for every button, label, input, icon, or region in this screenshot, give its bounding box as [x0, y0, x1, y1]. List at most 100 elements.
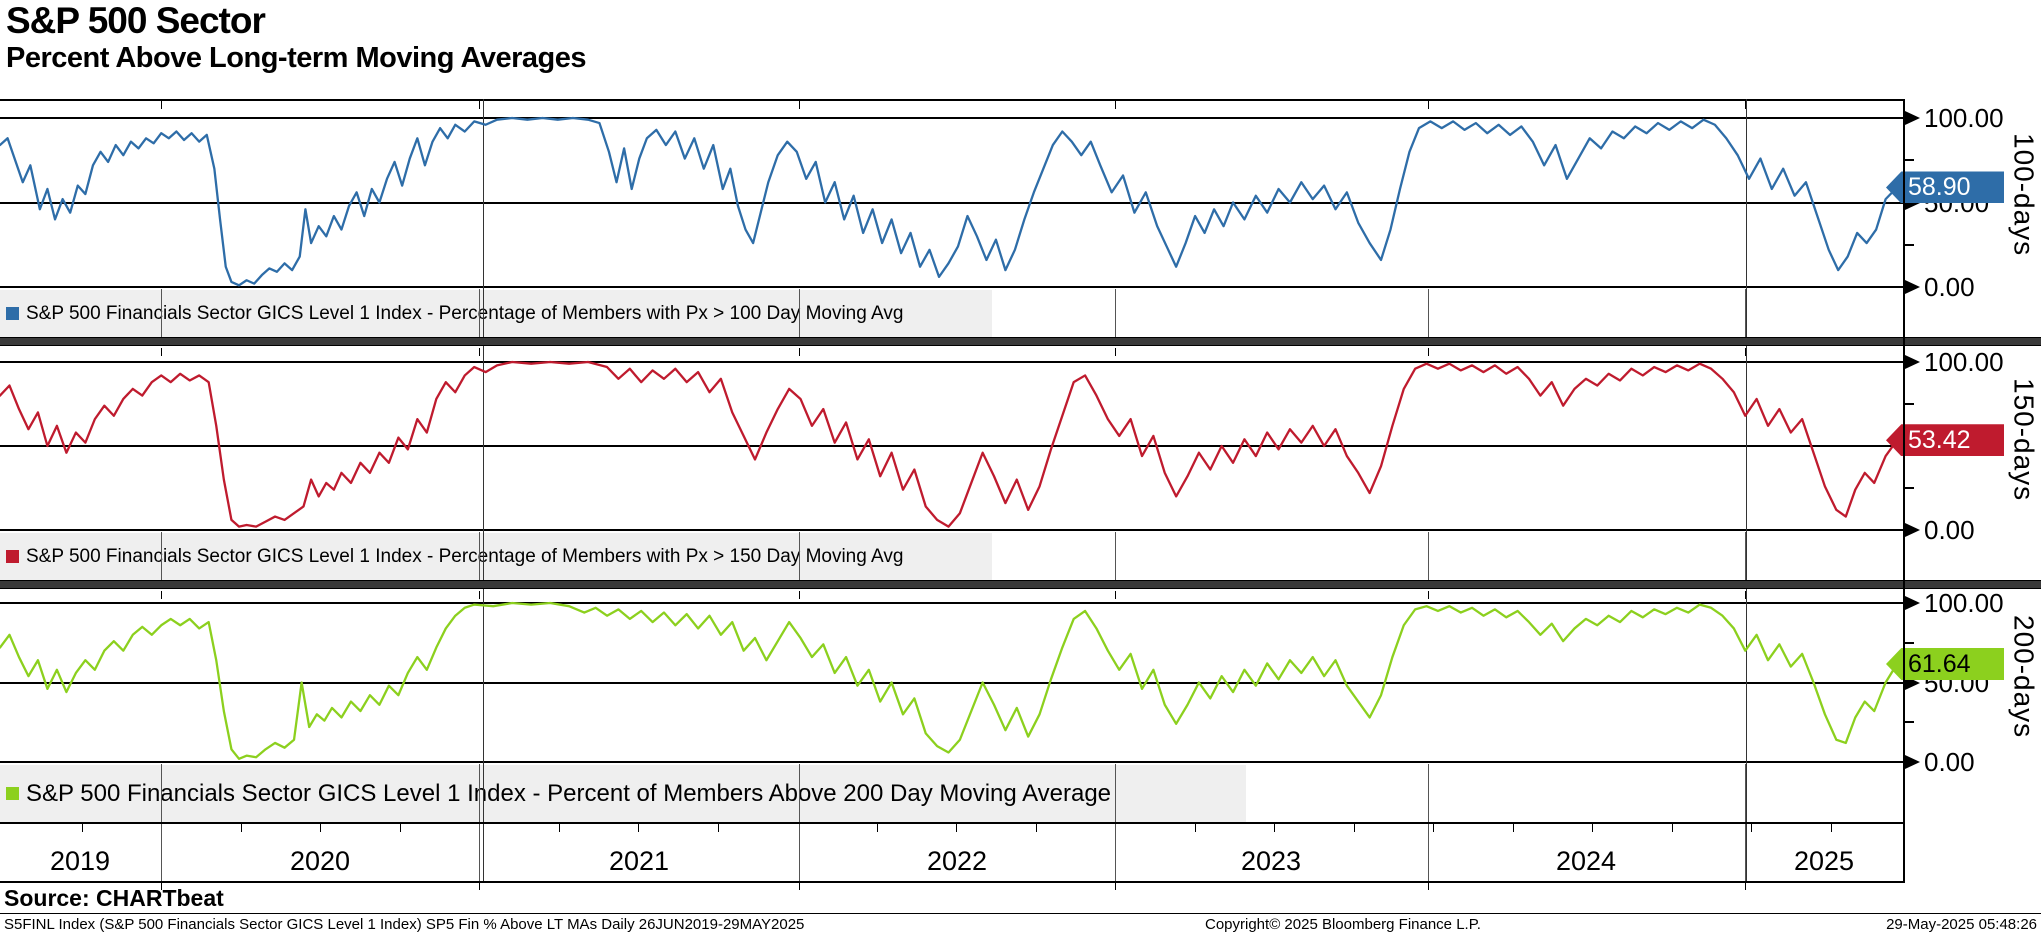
year-tick-below [1428, 883, 1429, 890]
year-tick-below [1745, 883, 1746, 890]
y-minor-tick [1905, 641, 1914, 644]
year-tick [1115, 101, 1116, 109]
quarter-tick [82, 824, 83, 832]
y-tick-label: 0.00 [1924, 515, 1975, 545]
quarter-tick [241, 824, 242, 832]
panel-plot-area-100-days[interactable] [0, 118, 1897, 287]
year-tick [1745, 591, 1746, 599]
y-minor-tick [1905, 243, 1914, 246]
y-tick-label: 0.00 [1924, 747, 1975, 777]
quarter-tick [956, 824, 957, 832]
year-gridline-axis [1745, 824, 1746, 881]
quarter-tick [1672, 824, 1673, 832]
year-gridline-legend [479, 532, 480, 580]
gridline-horizontal [0, 681, 1903, 684]
legend-label: S&P 500 Financials Sector GICS Level 1 I… [26, 302, 904, 324]
legend-marker-icon [6, 550, 19, 563]
year-gridline-legend [1115, 532, 1116, 580]
gridline-vertical [1746, 289, 1747, 337]
year-gridline-axis [161, 824, 162, 881]
y-minor-tick [1905, 159, 1914, 162]
year-tick [1115, 591, 1116, 599]
year-gridline-axis [479, 824, 480, 881]
gridline-vertical [1746, 589, 1747, 764]
panel-plot-area-200-days[interactable] [0, 603, 1897, 762]
legend-item-150-days[interactable]: S&P 500 Financials Sector GICS Level 1 I… [0, 533, 992, 580]
y-minor-tick [1905, 487, 1914, 489]
quarter-tick [718, 824, 719, 832]
series-line-200-days [0, 603, 1897, 759]
gridline-vertical [1746, 99, 1747, 289]
series-line-100-days [0, 118, 1897, 285]
footer-divider [0, 913, 2041, 914]
page-subtitle: Percent Above Long-term Moving Averages [6, 42, 586, 74]
gridline-horizontal [0, 201, 1903, 204]
gridline-vertical [1746, 824, 1747, 881]
gridline-horizontal [0, 761, 1903, 763]
year-gridline-legend [1428, 532, 1429, 580]
axis-title-150-days: 150-days [2008, 377, 2040, 502]
x-tick-label-2022: 2022 [926, 846, 988, 876]
year-gridline-legend [161, 532, 162, 580]
y-axis-arrow-icon [1905, 355, 1920, 369]
year-gridline-axis [799, 824, 800, 881]
x-tick-label-2024: 2024 [1555, 846, 1617, 876]
legend-label: S&P 500 Financials Sector GICS Level 1 I… [26, 779, 1112, 807]
legend-marker-icon [6, 307, 19, 320]
year-gridline-legend [1428, 289, 1429, 337]
y-tick-label: 100.00 [1924, 347, 2004, 377]
year-tick [1428, 348, 1429, 356]
gridline-vertical [483, 824, 484, 881]
year-gridline-axis [1428, 824, 1429, 881]
quarter-tick [1751, 824, 1752, 832]
year-tick-below [1115, 883, 1116, 890]
x-tick-label-2021: 2021 [608, 846, 670, 876]
y-tick-label: 100.00 [1924, 588, 2004, 618]
legend-item-100-days[interactable]: S&P 500 Financials Sector GICS Level 1 I… [0, 290, 992, 337]
gridline-vertical [1746, 532, 1747, 580]
quarter-tick [1195, 824, 1196, 832]
x-axis-top-line [0, 822, 1905, 824]
y-axis-arrow-icon [1905, 596, 1920, 610]
series-line-150-days [0, 362, 1897, 527]
year-tick [799, 591, 800, 599]
y-tick-label: 0.00 [1924, 272, 1975, 302]
year-tick [479, 348, 480, 356]
quarter-tick [1831, 824, 1832, 832]
gridline-horizontal [0, 602, 1903, 604]
gridline-vertical [483, 532, 484, 580]
year-gridline-legend [479, 289, 480, 337]
panel-separator [0, 580, 2041, 589]
y-axis-line [1903, 99, 1905, 881]
gridline-horizontal [0, 529, 1903, 531]
x-tick-label-2025: 2025 [1793, 846, 1855, 876]
gridline-vertical [483, 99, 484, 289]
x-tick-label-2023: 2023 [1240, 846, 1302, 876]
quarter-tick [1274, 824, 1275, 832]
y-minor-tick [1905, 403, 1914, 405]
year-tick [1428, 101, 1429, 109]
x-axis-bottom-line [0, 881, 1905, 883]
y-tick-label: 100.00 [1924, 103, 2004, 133]
gridline-horizontal [0, 445, 1903, 447]
year-gridline-legend [1745, 532, 1746, 580]
quarter-tick [1513, 824, 1514, 832]
quarter-tick [559, 824, 560, 832]
year-gridline-legend [161, 289, 162, 337]
print-datetime: 29-May-2025 05:48:26 [1886, 916, 2037, 933]
legend-item-200-days[interactable]: S&P 500 Financials Sector GICS Level 1 I… [0, 765, 1246, 822]
panel-plot-area-150-days[interactable] [0, 362, 1897, 530]
year-gridline-legend [799, 289, 800, 337]
year-tick [799, 348, 800, 356]
quarter-tick [400, 824, 401, 832]
copyright-notice: Copyright© 2025 Bloomberg Finance L.P. [1205, 916, 1481, 933]
year-tick-below [479, 883, 480, 890]
legend-marker-icon [6, 787, 19, 800]
year-gridline-axis [1115, 824, 1116, 881]
quarter-tick [320, 824, 321, 832]
y-axis-arrow-icon [1905, 523, 1920, 537]
year-gridline-legend [1115, 289, 1116, 337]
gridline-horizontal [0, 117, 1903, 119]
axis-title-200-days: 200-days [2008, 615, 2040, 739]
quarter-tick [1354, 824, 1355, 832]
